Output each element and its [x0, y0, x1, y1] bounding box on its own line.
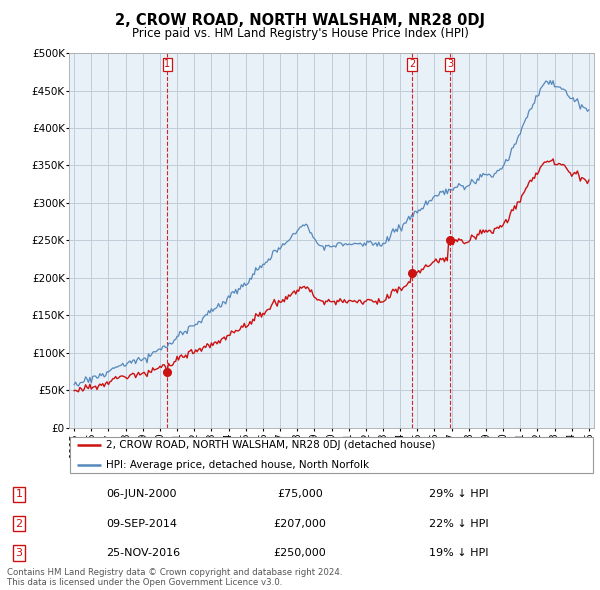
- Text: HPI: Average price, detached house, North Norfolk: HPI: Average price, detached house, Nort…: [106, 460, 369, 470]
- Text: 2: 2: [409, 60, 415, 70]
- Text: 2, CROW ROAD, NORTH WALSHAM, NR28 0DJ (detached house): 2, CROW ROAD, NORTH WALSHAM, NR28 0DJ (d…: [106, 440, 435, 450]
- FancyBboxPatch shape: [70, 437, 593, 473]
- Text: 2, CROW ROAD, NORTH WALSHAM, NR28 0DJ: 2, CROW ROAD, NORTH WALSHAM, NR28 0DJ: [115, 13, 485, 28]
- Text: 22% ↓ HPI: 22% ↓ HPI: [430, 519, 489, 529]
- Text: 06-JUN-2000: 06-JUN-2000: [106, 489, 176, 499]
- Text: 19% ↓ HPI: 19% ↓ HPI: [430, 548, 489, 558]
- Text: £75,000: £75,000: [277, 489, 323, 499]
- Text: 3: 3: [16, 548, 22, 558]
- Text: 3: 3: [447, 60, 453, 70]
- Text: 09-SEP-2014: 09-SEP-2014: [106, 519, 177, 529]
- Text: £250,000: £250,000: [274, 548, 326, 558]
- Text: 1: 1: [16, 489, 22, 499]
- Text: 2: 2: [16, 519, 22, 529]
- Text: 1: 1: [164, 60, 170, 70]
- Text: 29% ↓ HPI: 29% ↓ HPI: [430, 489, 489, 499]
- Text: Contains HM Land Registry data © Crown copyright and database right 2024.
This d: Contains HM Land Registry data © Crown c…: [7, 568, 343, 587]
- Text: 25-NOV-2016: 25-NOV-2016: [106, 548, 180, 558]
- Text: Price paid vs. HM Land Registry's House Price Index (HPI): Price paid vs. HM Land Registry's House …: [131, 27, 469, 40]
- Text: £207,000: £207,000: [274, 519, 326, 529]
